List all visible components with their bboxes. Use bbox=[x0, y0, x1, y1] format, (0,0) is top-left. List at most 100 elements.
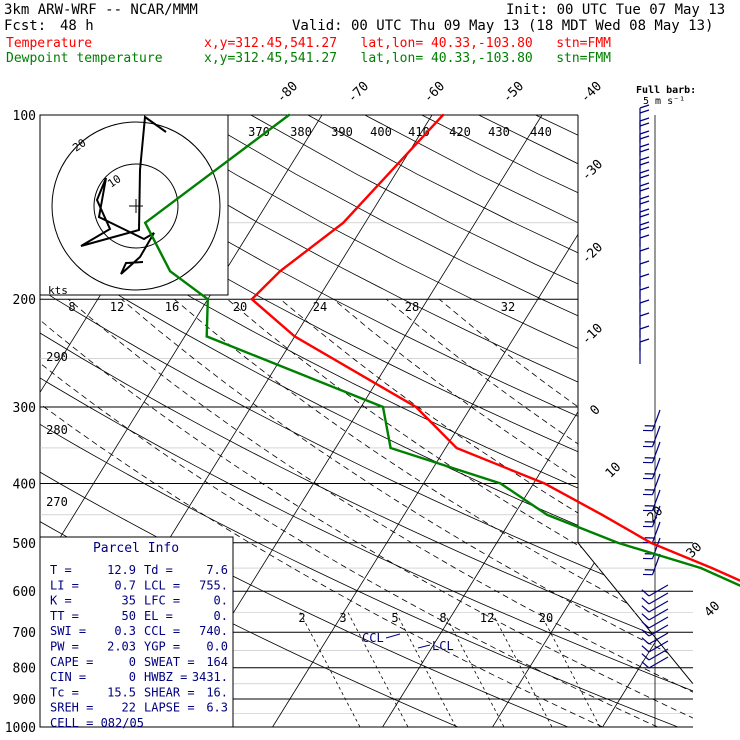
series-point bbox=[205, 335, 208, 338]
hodo-speed-label: 8 bbox=[68, 300, 75, 314]
isotherm-line bbox=[40, 115, 323, 727]
dry-adiabat bbox=[250, 115, 693, 727]
dry-adiabat bbox=[193, 115, 693, 727]
barb-key-title: Full barb: bbox=[636, 85, 696, 96]
wind-barb bbox=[639, 221, 650, 226]
wind-barb bbox=[641, 629, 650, 637]
isotherm-line bbox=[382, 115, 693, 727]
pressure-label-100: 100 bbox=[13, 109, 36, 124]
series-point bbox=[250, 298, 253, 301]
wind-barb bbox=[648, 632, 669, 645]
dry-adiabat bbox=[40, 115, 693, 727]
wind-barb bbox=[639, 260, 650, 265]
parcel-info-label: LI = bbox=[50, 578, 79, 592]
wind-barb bbox=[651, 441, 661, 463]
hodo-speed-label: 16 bbox=[165, 300, 179, 314]
parcel-info-label: SHEAR = bbox=[144, 685, 195, 699]
wind-barb bbox=[641, 637, 650, 645]
parcel-info-label: CCL = bbox=[144, 624, 180, 638]
isotherm-label: -80 bbox=[274, 79, 301, 106]
wind-barb bbox=[648, 624, 669, 637]
wind-barb bbox=[639, 143, 650, 148]
isotherm-label: 10 bbox=[603, 460, 625, 482]
wind-barb bbox=[639, 273, 650, 278]
wind-barb bbox=[651, 505, 661, 527]
wind-barb bbox=[639, 195, 650, 200]
mixing-ratio-line bbox=[395, 612, 457, 727]
wind-barb bbox=[648, 600, 669, 613]
forecast-hour: 48 h bbox=[60, 18, 94, 34]
theta-label: 400 bbox=[370, 125, 392, 139]
temperature-legend: Temperature bbox=[6, 36, 93, 51]
isotherm-label: -50 bbox=[500, 79, 527, 106]
theta-label: 370 bbox=[248, 125, 270, 139]
ccl-arrow bbox=[385, 633, 401, 639]
wind-barb bbox=[639, 247, 650, 252]
isotherm-label: -40 bbox=[578, 79, 605, 106]
wind-barb bbox=[648, 584, 669, 597]
wind-barb bbox=[639, 182, 650, 187]
parcel-info-value: 15.5 bbox=[107, 685, 136, 699]
isotherm-label: -20 bbox=[579, 240, 606, 267]
valid-time: Valid: 00 UTC Thu 09 May 13 (18 MDT Wed … bbox=[292, 18, 714, 34]
wind-barb bbox=[639, 325, 650, 330]
dry-adiabat bbox=[40, 115, 693, 727]
wind-barb bbox=[639, 148, 650, 153]
mixing-ratio-label: 5 bbox=[391, 611, 398, 625]
dry-adiabat bbox=[40, 115, 693, 727]
parcel-info-value: 35 bbox=[122, 594, 136, 608]
mixing-ratio-label: 2 bbox=[298, 611, 305, 625]
series-line bbox=[250, 114, 740, 582]
wind-barb bbox=[639, 234, 650, 239]
parcel-info-label: HWBZ = bbox=[144, 670, 187, 684]
parcel-info-value: 16. bbox=[206, 685, 228, 699]
wind-barb bbox=[639, 286, 650, 291]
theta-label: 380 bbox=[290, 125, 312, 139]
moist-adiabat bbox=[174, 298, 693, 727]
wind-barb bbox=[639, 109, 650, 114]
series-point bbox=[389, 446, 392, 450]
wind-barb bbox=[651, 409, 661, 431]
series-point bbox=[293, 335, 296, 338]
isotherm-label: -70 bbox=[345, 79, 372, 106]
wind-barb bbox=[639, 312, 650, 317]
isotherm-line bbox=[492, 115, 693, 727]
dry-adiabat bbox=[535, 115, 693, 727]
wind-barb bbox=[639, 169, 650, 174]
dry-adiabat bbox=[40, 115, 693, 727]
mixing-ratio-label: 20 bbox=[539, 611, 553, 625]
hodo-speed-label: 20 bbox=[233, 300, 247, 314]
pressure-label-800: 800 bbox=[13, 662, 36, 677]
parcel-info-label: SWEAT = bbox=[144, 655, 195, 669]
wind-barb bbox=[641, 605, 650, 613]
dewpoint-legend: Dewpoint temperature bbox=[6, 51, 163, 66]
series-point bbox=[414, 405, 418, 409]
dry-adiabat bbox=[592, 115, 693, 727]
wind-barb bbox=[651, 457, 661, 479]
forecast-label: Fcst: bbox=[4, 18, 47, 34]
wind-barb bbox=[639, 200, 650, 205]
parcel-info-value: 0. bbox=[214, 609, 228, 623]
theta-label: 390 bbox=[331, 125, 353, 139]
lcl-arrow bbox=[417, 644, 431, 649]
pressure-label-200: 200 bbox=[13, 293, 36, 308]
dry-adiabat bbox=[421, 115, 693, 727]
series-point bbox=[143, 221, 147, 224]
pressure-label-400: 400 bbox=[13, 477, 36, 492]
parcel-info-label: SREH = bbox=[50, 701, 93, 715]
wind-barb bbox=[639, 226, 650, 231]
parcel-info-label: Tc = bbox=[50, 685, 79, 699]
hodograph-ring-label: 10 bbox=[105, 172, 123, 190]
moist-adiabat bbox=[121, 298, 693, 727]
dry-adiabat-label: 280 bbox=[46, 423, 68, 437]
dry-adiabat bbox=[364, 115, 693, 727]
init-time: Init: 00 UTC Tue 07 May 13 bbox=[506, 2, 726, 18]
parcel-info-value: 164 bbox=[206, 655, 228, 669]
wind-barb bbox=[648, 608, 669, 621]
parcel-info-cell: CELL = 082/05 bbox=[50, 716, 144, 730]
barb-key-value: 5 m s⁻¹ bbox=[643, 96, 685, 107]
wind-barb bbox=[639, 156, 650, 161]
wind-barb bbox=[651, 489, 661, 511]
series-point bbox=[699, 566, 703, 570]
parcel-info-value: 6.3 bbox=[206, 701, 228, 715]
